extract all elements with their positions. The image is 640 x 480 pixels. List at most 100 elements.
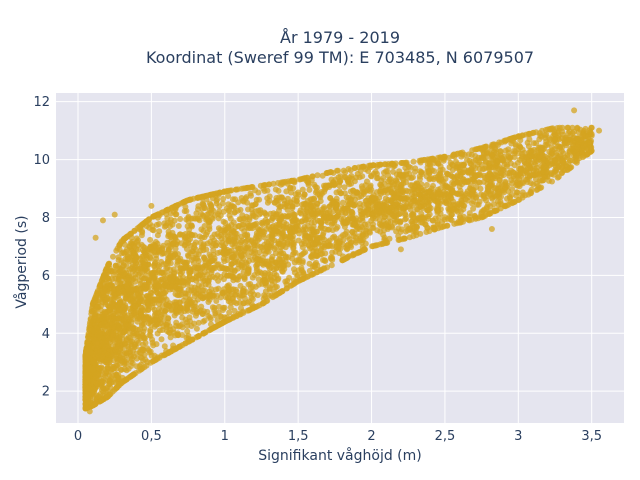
data-point — [247, 290, 254, 297]
data-point — [284, 277, 291, 284]
data-point — [297, 176, 304, 183]
data-point — [471, 178, 478, 185]
data-point — [145, 217, 152, 224]
data-point — [357, 204, 364, 211]
data-point — [499, 155, 506, 162]
data-point — [261, 209, 268, 216]
data-point — [183, 334, 190, 341]
data-point — [512, 141, 519, 148]
data-point — [138, 366, 145, 372]
data-point — [378, 183, 385, 190]
data-point — [348, 180, 355, 187]
data-point — [441, 214, 448, 221]
data-point — [301, 215, 308, 222]
data-point — [551, 157, 558, 164]
data-point — [261, 234, 268, 241]
data-point — [190, 306, 197, 313]
data-point — [532, 161, 539, 168]
data-point — [445, 154, 452, 161]
data-point — [195, 333, 202, 340]
data-point — [214, 262, 221, 268]
data-point — [253, 262, 260, 269]
data-point — [369, 224, 376, 231]
data-point — [187, 242, 194, 249]
data-point — [312, 261, 319, 268]
data-point — [451, 220, 458, 227]
data-point — [145, 276, 152, 283]
data-point — [284, 203, 291, 210]
data-point — [426, 175, 433, 182]
data-point — [169, 283, 175, 290]
data-point — [239, 221, 246, 228]
data-point — [579, 148, 585, 155]
data-point — [110, 253, 116, 260]
data-point — [155, 277, 162, 284]
chart-title: År 1979 - 2019 Koordinat (Sweref 99 TM):… — [0, 28, 640, 68]
data-point — [214, 250, 221, 256]
data-point — [239, 288, 246, 295]
data-point — [249, 184, 256, 190]
data-point — [106, 315, 113, 322]
data-point — [450, 189, 457, 196]
data-point — [350, 233, 357, 240]
data-point — [399, 187, 406, 194]
data-point — [232, 240, 239, 247]
data-point — [397, 219, 404, 226]
data-point — [435, 191, 441, 197]
data-point — [179, 274, 186, 280]
data-point — [494, 173, 501, 180]
data-point — [171, 346, 178, 353]
data-point — [177, 305, 184, 312]
data-point — [426, 169, 433, 176]
data-point — [126, 266, 133, 273]
data-point — [115, 257, 122, 264]
data-point — [130, 324, 137, 331]
data-point — [509, 135, 515, 142]
data-point — [403, 168, 410, 175]
data-point — [199, 234, 205, 241]
data-point — [230, 196, 236, 203]
data-point — [567, 157, 573, 164]
data-point — [140, 247, 146, 254]
data-point — [288, 240, 295, 247]
data-point — [172, 245, 179, 252]
data-point — [391, 213, 398, 220]
data-point — [163, 283, 170, 290]
data-point — [219, 264, 225, 270]
data-point — [465, 151, 472, 158]
data-point — [346, 174, 353, 181]
data-point — [176, 299, 183, 306]
data-point — [441, 223, 448, 230]
data-point — [515, 150, 522, 157]
data-point — [470, 205, 477, 212]
data-point — [360, 191, 367, 198]
data-point — [192, 312, 199, 319]
data-point — [122, 340, 129, 347]
data-point — [442, 196, 448, 203]
data-point — [574, 153, 581, 160]
data-point — [170, 239, 177, 246]
data-point — [360, 163, 367, 170]
data-point — [425, 215, 432, 222]
data-point — [115, 325, 122, 331]
data-point — [96, 364, 103, 371]
data-point — [406, 234, 413, 241]
data-point — [171, 302, 178, 308]
data-point — [454, 172, 461, 179]
data-point — [131, 227, 138, 234]
data-point — [225, 282, 232, 289]
data-point — [238, 237, 245, 244]
data-point — [195, 319, 202, 326]
data-point — [280, 225, 287, 232]
data-point — [209, 234, 216, 241]
data-point — [422, 221, 429, 228]
data-point — [184, 233, 191, 240]
data-point — [334, 213, 341, 220]
data-point — [118, 250, 125, 257]
data-point — [186, 196, 193, 203]
data-point — [232, 224, 239, 231]
data-point — [322, 250, 329, 257]
data-point — [255, 207, 262, 214]
data-point — [349, 210, 356, 217]
data-point — [583, 141, 590, 147]
